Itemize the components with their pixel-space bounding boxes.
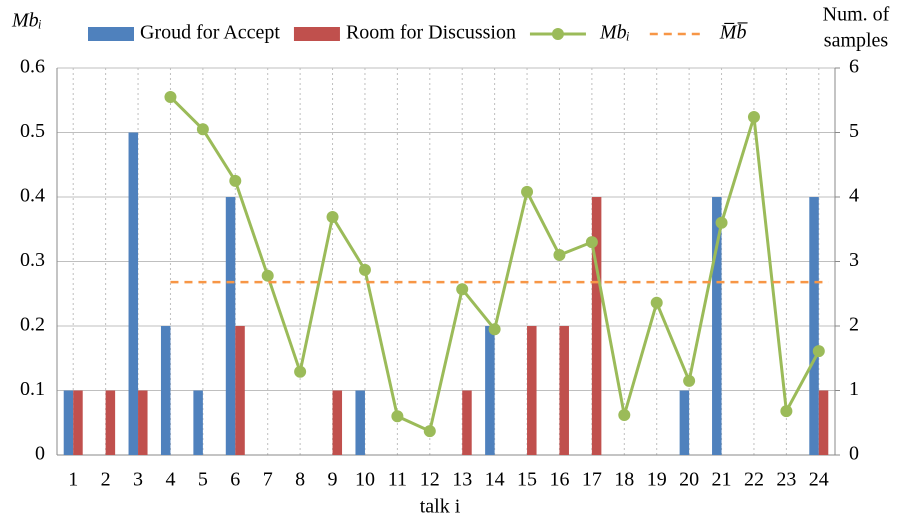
y2-tick-label: 1 — [849, 378, 859, 400]
x-tick-label: 22 — [744, 469, 764, 491]
x-tick-label: 5 — [198, 469, 208, 491]
x-tick-label: 23 — [776, 469, 796, 491]
y-tick-label: 0.2 — [20, 314, 45, 336]
x-tick-label: 6 — [230, 469, 240, 491]
y-tick-label: 0 — [35, 443, 45, 465]
legend-swatch — [88, 27, 134, 41]
legend-label: M̅b̅ — [719, 22, 749, 44]
bar — [193, 390, 203, 455]
x-tick-label: 1 — [68, 469, 78, 491]
point — [294, 365, 307, 378]
bar — [462, 390, 472, 455]
point — [326, 210, 339, 223]
bar — [712, 197, 722, 455]
x-tick-label: 2 — [101, 469, 111, 491]
x-tick-label: 10 — [355, 469, 375, 491]
point — [456, 283, 469, 296]
point — [391, 410, 404, 423]
bar — [138, 390, 148, 455]
y-tick-label: 0.3 — [20, 249, 45, 271]
x-tick-label: 21 — [712, 469, 732, 491]
x-tick-label: 9 — [328, 469, 338, 491]
legend-label: Room for Discussion — [346, 22, 516, 44]
x-tick-label: 16 — [549, 469, 569, 491]
bar — [591, 197, 602, 455]
y-tick-label: 0.5 — [20, 120, 45, 142]
y2-tick-label: 0 — [849, 443, 859, 465]
bar — [332, 390, 343, 455]
bar — [73, 390, 83, 455]
bar — [128, 132, 139, 455]
y2-tick-label: 4 — [849, 185, 859, 207]
point — [650, 296, 663, 309]
x-tick-label: 19 — [647, 469, 667, 491]
x-tick-label: 14 — [485, 469, 505, 491]
bar — [679, 390, 690, 455]
bar — [63, 390, 74, 455]
legend-swatch — [293, 27, 340, 41]
y-axis-label: Mbᵢ — [11, 10, 42, 32]
x-tick-label: 12 — [420, 469, 440, 491]
y-tick-label: 0.4 — [20, 185, 45, 207]
x-tick-label: 24 — [809, 469, 829, 491]
bar — [225, 197, 236, 455]
point — [423, 425, 436, 438]
x-axis-label: talk i — [420, 496, 461, 518]
y2-axis-label: samples — [824, 30, 889, 52]
y2-tick-label: 2 — [849, 314, 859, 336]
bar — [818, 390, 829, 455]
x-tick-label: 3 — [133, 469, 143, 491]
bar — [527, 326, 537, 455]
point — [812, 345, 825, 358]
legend-swatch — [551, 28, 564, 40]
x-tick-label: 17 — [582, 469, 602, 491]
bar — [235, 326, 245, 455]
point — [553, 249, 566, 262]
bar — [105, 390, 116, 455]
point — [747, 111, 760, 124]
point — [358, 263, 371, 276]
legend-label: Mbᵢ — [599, 22, 630, 44]
bar — [485, 326, 495, 455]
point — [683, 374, 696, 387]
point — [229, 174, 242, 187]
x-tick-label: 7 — [263, 469, 273, 491]
x-tick-label: 20 — [679, 469, 699, 491]
x-tick-label: 18 — [614, 469, 634, 491]
bar — [355, 390, 365, 455]
y-tick-label: 0.1 — [20, 378, 45, 400]
x-tick-label: 13 — [452, 469, 472, 491]
bar — [160, 326, 171, 455]
point — [164, 91, 177, 104]
bar — [809, 197, 819, 455]
x-tick-label: 15 — [517, 469, 537, 491]
y2-tick-label: 3 — [849, 249, 859, 271]
point — [715, 216, 728, 229]
point — [196, 123, 209, 136]
y2-axis-label: Num. of — [823, 4, 890, 26]
bar — [559, 326, 569, 455]
y2-tick-label: 6 — [849, 56, 859, 78]
x-tick-label: 11 — [388, 469, 407, 491]
y2-tick-label: 5 — [849, 120, 859, 142]
legend-label: Groud for Accept — [140, 22, 280, 44]
x-tick-label: 4 — [165, 469, 175, 491]
point — [261, 269, 274, 282]
point — [521, 185, 534, 198]
point — [780, 405, 793, 418]
point — [488, 323, 501, 336]
point — [585, 236, 598, 249]
point — [618, 409, 631, 422]
x-tick-label: 8 — [295, 469, 305, 491]
y-tick-label: 0.6 — [20, 56, 45, 78]
